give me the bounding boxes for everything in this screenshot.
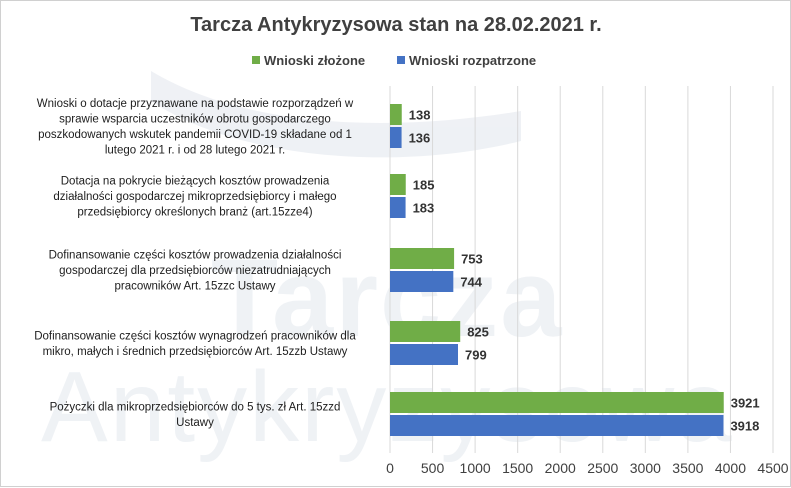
x-tick-label-4000: 4000 — [715, 460, 746, 476]
x-tick-label-1500: 1500 — [502, 460, 533, 476]
x-tick-label-3000: 3000 — [630, 460, 661, 476]
legend-swatch-2 — [397, 56, 405, 64]
x-axis-tick-labels: 0 500 1000 1500 2000 2500 3000 3500 4000 4500 — [386, 460, 789, 476]
legend-swatch-1 — [252, 56, 260, 64]
bar-series — [390, 104, 724, 436]
data-label-processed-4: 799 — [465, 348, 487, 363]
x-tick-label-2000: 2000 — [545, 460, 576, 476]
data-label-processed-2: 183 — [413, 201, 435, 216]
x-tick-label-0: 0 — [386, 460, 394, 476]
data-label-submitted-4: 825 — [467, 325, 489, 340]
category-label-1: Wnioski o dotacje przyznawane na podstaw… — [37, 98, 354, 157]
category-label-5: Pożyczki dla mikroprzedsiębiorców do 5 t… — [50, 401, 341, 429]
data-label-processed-3: 744 — [460, 275, 482, 290]
bar-submitted-5 — [390, 392, 724, 413]
category-label-4: Dofinansowanie części kosztów wynagrodze… — [34, 330, 356, 358]
bar-submitted-4 — [390, 321, 461, 342]
data-labels: 138 136 185 183 753 744 825 799 3921 3918 — [409, 108, 760, 434]
bar-processed-5 — [390, 415, 724, 436]
data-label-processed-1: 136 — [409, 131, 431, 146]
category-label-3: Dofinansowanie części kosztów prowadzeni… — [49, 250, 342, 293]
x-tick-label-2500: 2500 — [587, 460, 618, 476]
legend-label-2: Wnioski rozpatrzone — [409, 53, 536, 68]
category-labels: Wnioski o dotacje przyznawane na podstaw… — [34, 98, 356, 429]
bar-submitted-3 — [390, 248, 455, 269]
data-label-processed-5: 3918 — [730, 419, 759, 434]
bar-submitted-2 — [390, 174, 406, 195]
svg-text:Tarcza: Tarcza — [211, 237, 563, 360]
x-tick-label-4500: 4500 — [757, 460, 788, 476]
data-label-submitted-5: 3921 — [731, 396, 760, 411]
bar-submitted-1 — [390, 104, 402, 125]
category-label-2: Dotacja na pokrycie bieżących kosztów pr… — [53, 176, 336, 219]
x-gridlines — [389, 86, 774, 453]
bar-processed-2 — [390, 197, 406, 218]
x-tick-label-3500: 3500 — [672, 460, 703, 476]
legend-label-1: Wnioski złożone — [264, 53, 365, 68]
x-tick-label-1000: 1000 — [460, 460, 491, 476]
bar-processed-1 — [390, 127, 402, 148]
bar-processed-4 — [390, 344, 459, 365]
chart-legend: Wnioski złożone Wnioski rozpatrzone — [252, 53, 536, 68]
x-tick-label-500: 500 — [421, 460, 445, 476]
bar-processed-3 — [390, 271, 454, 292]
chart-title: Tarcza Antykryzysowa stan na 28.02.2021 … — [190, 14, 601, 36]
data-label-submitted-2: 185 — [413, 178, 435, 193]
data-label-submitted-3: 753 — [461, 252, 483, 267]
data-label-submitted-1: 138 — [409, 108, 431, 123]
